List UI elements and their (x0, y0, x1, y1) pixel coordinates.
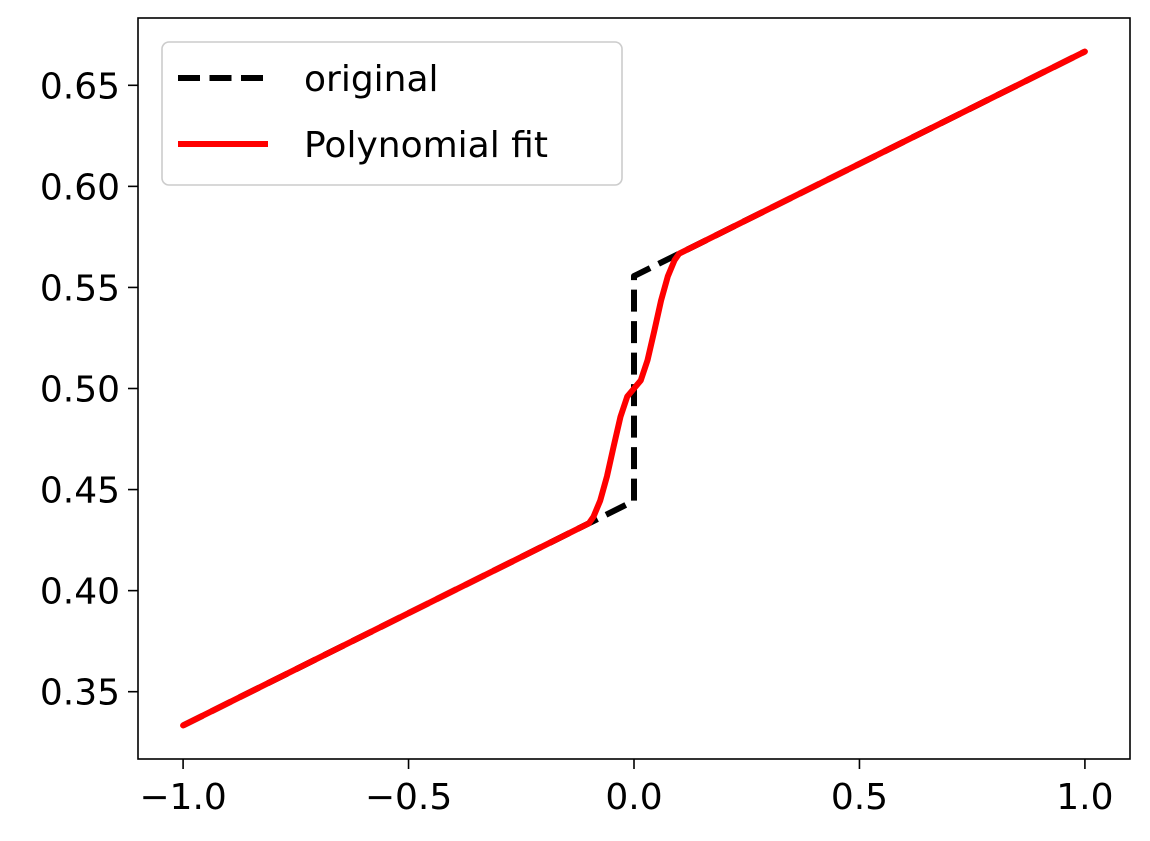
y-tick-label: 0.50 (40, 370, 120, 411)
x-tick-label: −1.0 (139, 777, 226, 818)
y-tick-label: 0.60 (40, 167, 120, 208)
series-line-polynomial-fit (180, 48, 1088, 729)
x-tick-label: −0.5 (365, 777, 452, 818)
x-tick-label: 1.0 (1056, 777, 1113, 818)
y-tick-label: 0.65 (40, 66, 120, 107)
y-tick-label: 0.40 (40, 572, 120, 613)
x-tick-label: 0.0 (605, 777, 662, 818)
y-tick-label: 0.35 (40, 673, 120, 714)
y-axis: 0.35 0.40 0.45 0.50 0.55 0.60 0.65 (40, 66, 138, 714)
x-axis: −1.0 −0.5 0.0 0.5 1.0 (139, 759, 1114, 818)
legend-label-polynomial-fit: Polynomial fit (304, 125, 548, 166)
legend-label-original: original (304, 59, 439, 100)
y-tick-label: 0.45 (40, 471, 120, 512)
series-layer (180, 48, 1088, 729)
x-tick-label: 0.5 (831, 777, 888, 818)
y-tick-label: 0.55 (40, 268, 120, 309)
legend-box (161, 41, 623, 186)
legend: original Polynomial fit (161, 41, 623, 186)
